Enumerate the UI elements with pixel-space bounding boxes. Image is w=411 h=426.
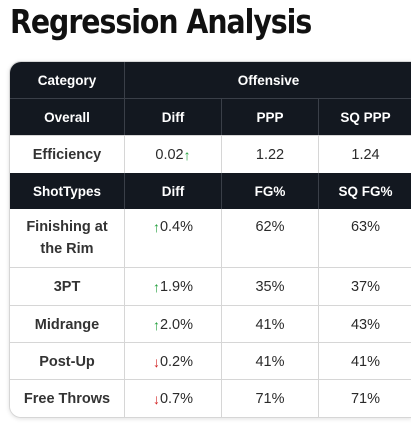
offensive-header: Offensive: [124, 62, 411, 98]
arrow-up-icon: ↑: [152, 316, 160, 333]
sq-ppp-header: SQ PPP: [318, 99, 411, 135]
table-group-header-row: Category Offensive: [10, 62, 411, 98]
shot-fg: 62%: [221, 209, 318, 267]
shot-type-label: Midrange: [34, 316, 100, 333]
shot-diff-value: 0.2%: [159, 353, 194, 370]
table-row: Free Throws ↓ 0.7% 71% 71%: [10, 379, 411, 417]
arrow-up-icon: ↑: [152, 279, 160, 295]
shot-diff-value: 2.0%: [159, 316, 194, 333]
shot-fg: 35%: [221, 268, 318, 306]
fg-header: FG%: [221, 173, 318, 209]
arrow-up-icon: ↑: [183, 147, 191, 163]
efficiency-label: Efficiency: [32, 147, 102, 163]
shot-fg: 71%: [221, 380, 318, 417]
shot-type-label: Free Throws: [23, 391, 111, 407]
shot-diff-value: 0.4%: [159, 219, 194, 235]
efficiency-ppp: 1.22: [221, 136, 318, 174]
table-row: Midrange ↑ 2.0% 41% 43%: [10, 305, 411, 343]
arrow-down-icon: ↓: [152, 391, 160, 407]
regression-table: Category Offensive Overall Diff PPP SQ P…: [9, 61, 411, 418]
diff-header: Diff: [124, 99, 221, 135]
table-row: Post-Up ↓ 0.2% 41% 41%: [10, 342, 411, 380]
shot-sq-fg: 41%: [318, 343, 411, 380]
arrow-down-icon: ↓: [152, 353, 160, 370]
shot-fg: 41%: [221, 343, 318, 380]
shot-type-label: Post-Up: [39, 353, 95, 370]
shot-diff: ↑ 1.9%: [124, 268, 221, 306]
ppp-header: PPP: [221, 99, 318, 135]
efficiency-sq-ppp: 1.24: [318, 136, 411, 174]
table-row: Finishing at the Rim ↑ 0.4% 62% 63%: [10, 209, 411, 267]
shot-diff: ↓ 0.2%: [124, 343, 221, 380]
shot-type-label: Finishing at the Rim: [26, 219, 108, 257]
shottypes-header-row: ShotTypes Diff FG% SQ FG%: [10, 173, 411, 209]
shot-diff-header: Diff: [124, 173, 221, 209]
shot-fg: 41%: [221, 306, 318, 343]
overall-header-row: Overall Diff PPP SQ PPP: [10, 98, 411, 135]
efficiency-diff-value: 0.02: [155, 147, 184, 163]
arrow-up-icon: ↑: [152, 219, 160, 235]
shot-sq-fg: 43%: [318, 306, 411, 343]
shot-diff: ↑ 2.0%: [124, 306, 221, 343]
shot-diff: ↑ 0.4%: [124, 209, 221, 267]
overall-header: Overall: [44, 109, 90, 125]
shot-diff-value: 1.9%: [159, 279, 194, 295]
efficiency-row: Efficiency 0.02 ↑ 1.22 1.24: [10, 135, 411, 174]
page-title: Regression Analysis: [10, 2, 312, 41]
shot-sq-fg: 71%: [318, 380, 411, 417]
shot-diff-value: 0.7%: [159, 391, 194, 407]
efficiency-diff: 0.02 ↑: [124, 136, 221, 174]
shot-sq-fg: 37%: [318, 268, 411, 306]
shot-diff: ↓ 0.7%: [124, 380, 221, 417]
category-header: Category: [37, 72, 97, 88]
shot-sq-fg: 63%: [318, 209, 411, 267]
table-row: 3PT ↑ 1.9% 35% 37%: [10, 267, 411, 306]
sq-fg-header: SQ FG%: [318, 173, 411, 209]
shot-type-label: 3PT: [53, 279, 81, 295]
shottypes-header: ShotTypes: [32, 183, 101, 199]
